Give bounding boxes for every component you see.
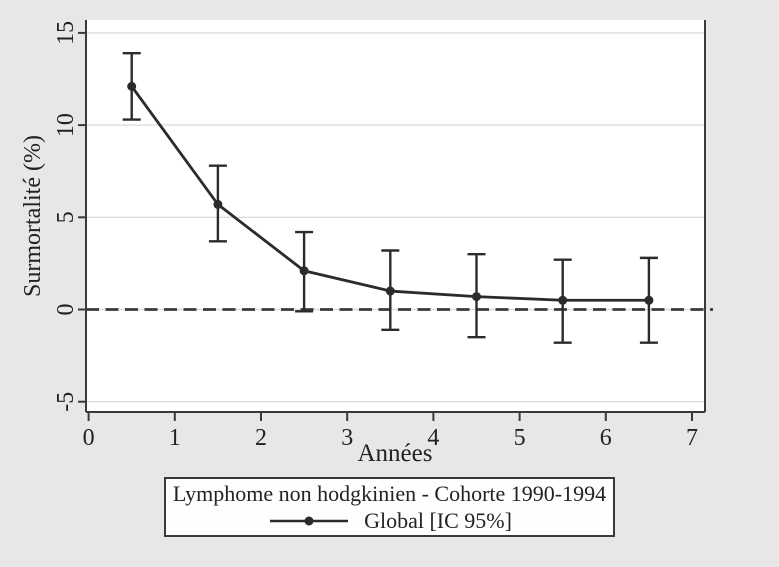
y-tick-label: 15 — [53, 21, 79, 45]
x-axis-title: Années — [357, 440, 433, 467]
x-tick-label: 5 — [514, 425, 526, 451]
y-tick-label: 10 — [53, 113, 79, 137]
data-point-marker — [213, 199, 223, 209]
data-point-marker — [558, 295, 568, 305]
data-point-marker — [299, 266, 309, 276]
legend-entry-label: Global [IC 95%] — [364, 507, 512, 533]
y-tick-label: -5 — [53, 392, 79, 412]
y-tick-label: 0 — [53, 304, 79, 316]
legend-title: Lymphome non hodgkinien - Cohorte 1990-1… — [172, 480, 607, 506]
x-tick-label: 1 — [169, 425, 181, 451]
legend-box: Lymphome non hodgkinien - Cohorte 1990-1… — [164, 477, 615, 537]
x-tick-label: 7 — [686, 425, 698, 451]
y-axis-title: Surmortalité (%) — [20, 135, 46, 297]
plot-background — [86, 20, 705, 412]
x-tick-label: 4 — [427, 425, 439, 451]
legend-line-marker-icon — [270, 516, 349, 525]
x-tick-label: 0 — [83, 425, 95, 451]
data-point-marker — [644, 295, 654, 305]
data-point-marker — [472, 292, 481, 302]
x-tick-label: 6 — [600, 425, 612, 451]
legend-entry: Global [IC 95%] — [267, 508, 512, 534]
x-tick-label: 2 — [255, 425, 267, 451]
data-point-marker — [385, 286, 395, 296]
data-point-marker — [127, 81, 137, 91]
y-tick-label: 5 — [53, 211, 79, 223]
x-tick-label: 3 — [341, 425, 353, 451]
